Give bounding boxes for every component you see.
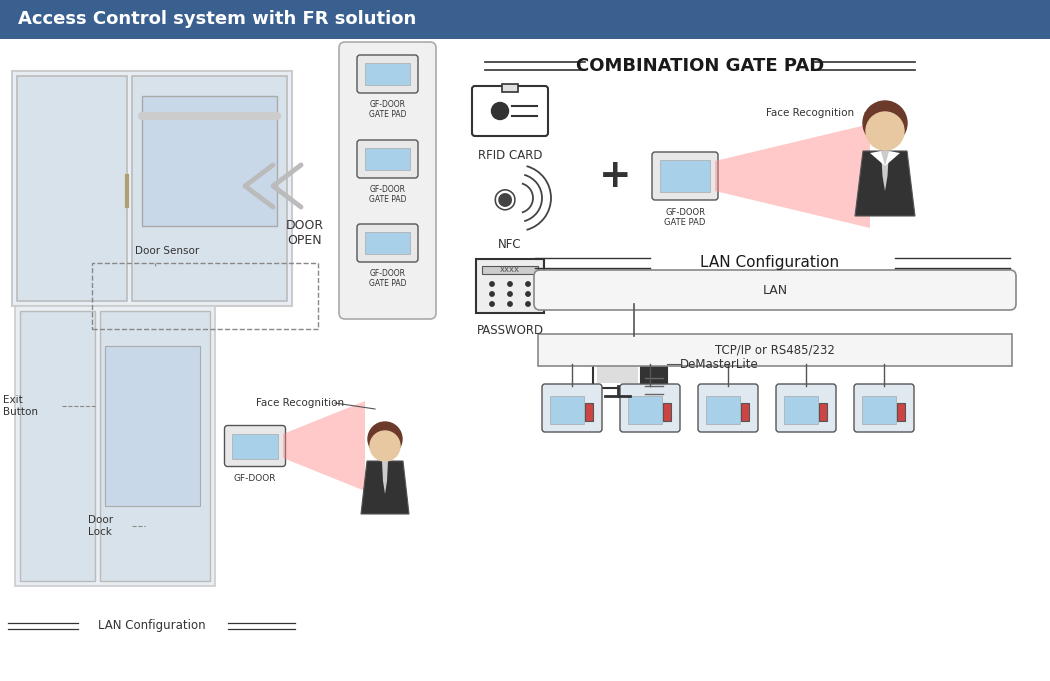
FancyBboxPatch shape — [357, 55, 418, 93]
Polygon shape — [382, 461, 388, 494]
FancyBboxPatch shape — [100, 311, 210, 581]
FancyBboxPatch shape — [628, 396, 662, 424]
Polygon shape — [361, 461, 410, 514]
FancyBboxPatch shape — [897, 403, 905, 421]
FancyBboxPatch shape — [854, 384, 914, 432]
Text: Exit
Button: Exit Button — [3, 395, 38, 417]
FancyBboxPatch shape — [476, 259, 544, 313]
FancyBboxPatch shape — [502, 84, 518, 92]
FancyBboxPatch shape — [550, 396, 584, 424]
Text: GF-DOOR
GATE PAD: GF-DOOR GATE PAD — [665, 208, 706, 227]
FancyBboxPatch shape — [225, 426, 286, 466]
Text: +: + — [598, 157, 631, 195]
FancyBboxPatch shape — [339, 42, 436, 319]
Circle shape — [866, 112, 904, 150]
FancyBboxPatch shape — [15, 306, 215, 586]
Circle shape — [526, 282, 530, 286]
Text: ◉: ◉ — [492, 184, 517, 212]
FancyBboxPatch shape — [741, 403, 749, 421]
Text: GF-DOOR
GATE PAD: GF-DOOR GATE PAD — [369, 269, 406, 288]
Text: NFC: NFC — [498, 238, 522, 251]
FancyBboxPatch shape — [776, 384, 836, 432]
Polygon shape — [881, 151, 889, 191]
Text: PASSWORD: PASSWORD — [477, 324, 544, 337]
Circle shape — [508, 291, 512, 296]
Text: Access Control system with FR solution: Access Control system with FR solution — [18, 10, 416, 29]
Text: RFID CARD: RFID CARD — [478, 149, 542, 162]
FancyBboxPatch shape — [660, 160, 710, 192]
FancyBboxPatch shape — [620, 384, 680, 432]
FancyBboxPatch shape — [365, 63, 410, 85]
Text: DeMasterLite: DeMasterLite — [680, 358, 759, 370]
FancyBboxPatch shape — [534, 270, 1016, 310]
FancyBboxPatch shape — [20, 311, 94, 581]
Polygon shape — [284, 401, 365, 491]
Circle shape — [526, 302, 530, 306]
FancyBboxPatch shape — [472, 86, 548, 136]
Text: xxxx: xxxx — [500, 266, 520, 274]
Text: GF-DOOR
GATE PAD: GF-DOOR GATE PAD — [369, 100, 406, 119]
Polygon shape — [870, 151, 885, 166]
Text: LAN Configuration: LAN Configuration — [700, 255, 840, 270]
FancyBboxPatch shape — [593, 346, 642, 388]
Text: GF-DOOR: GF-DOOR — [234, 474, 276, 483]
Circle shape — [370, 431, 400, 461]
FancyBboxPatch shape — [357, 140, 418, 178]
Circle shape — [491, 103, 508, 119]
FancyBboxPatch shape — [784, 396, 818, 424]
FancyBboxPatch shape — [232, 434, 277, 458]
FancyBboxPatch shape — [17, 76, 127, 301]
FancyBboxPatch shape — [652, 152, 718, 200]
Polygon shape — [885, 151, 900, 166]
Text: LAN: LAN — [762, 283, 788, 296]
Text: Face Recognition: Face Recognition — [765, 108, 854, 118]
FancyBboxPatch shape — [357, 224, 418, 262]
Circle shape — [508, 282, 512, 286]
Text: GF-DOOR
GATE PAD: GF-DOOR GATE PAD — [369, 185, 406, 204]
Circle shape — [368, 422, 402, 456]
Circle shape — [489, 282, 495, 286]
Text: Door Sensor: Door Sensor — [135, 246, 200, 256]
FancyBboxPatch shape — [585, 403, 593, 421]
FancyBboxPatch shape — [542, 384, 602, 432]
FancyBboxPatch shape — [105, 346, 200, 506]
Text: Door
Lock: Door Lock — [88, 516, 113, 537]
FancyBboxPatch shape — [663, 403, 671, 421]
Circle shape — [526, 291, 530, 296]
FancyBboxPatch shape — [706, 396, 740, 424]
FancyBboxPatch shape — [12, 71, 292, 306]
FancyBboxPatch shape — [819, 403, 827, 421]
FancyBboxPatch shape — [538, 334, 1012, 366]
Circle shape — [489, 291, 495, 296]
Text: COMBINATION GATE PAD: COMBINATION GATE PAD — [575, 57, 824, 75]
FancyBboxPatch shape — [142, 96, 277, 226]
Text: DOOR
OPEN: DOOR OPEN — [286, 219, 324, 247]
FancyBboxPatch shape — [482, 266, 538, 274]
Text: TCP/IP or RS485/232: TCP/IP or RS485/232 — [715, 343, 835, 356]
Text: Face Recognition: Face Recognition — [256, 398, 344, 408]
Polygon shape — [715, 124, 870, 228]
FancyBboxPatch shape — [597, 353, 638, 383]
FancyBboxPatch shape — [640, 346, 667, 400]
Circle shape — [489, 302, 495, 306]
Circle shape — [863, 101, 907, 145]
Polygon shape — [855, 151, 915, 216]
FancyBboxPatch shape — [0, 0, 1050, 39]
FancyBboxPatch shape — [365, 232, 410, 254]
Circle shape — [508, 302, 512, 306]
FancyBboxPatch shape — [365, 148, 410, 170]
FancyBboxPatch shape — [132, 76, 287, 301]
FancyBboxPatch shape — [862, 396, 896, 424]
Text: LAN Configuration: LAN Configuration — [99, 620, 206, 633]
FancyBboxPatch shape — [698, 384, 758, 432]
